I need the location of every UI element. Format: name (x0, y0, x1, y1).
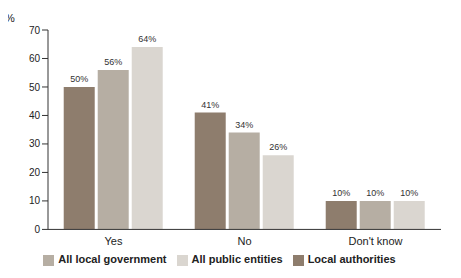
svg-text:64%: 64% (138, 34, 156, 44)
svg-text:56%: 56% (104, 57, 122, 67)
svg-text:60: 60 (29, 53, 41, 64)
svg-text:26%: 26% (269, 142, 287, 152)
svg-text:50: 50 (29, 82, 41, 93)
svg-text:10: 10 (29, 195, 41, 206)
svg-text:34%: 34% (235, 120, 253, 130)
svg-text:10%: 10% (366, 188, 384, 198)
html-text:Local authorities: Local authorities (307, 253, 396, 266)
svg-text:40: 40 (29, 110, 41, 121)
html-text:All local government: All local government (58, 253, 167, 266)
svg-text:70: 70 (29, 25, 41, 36)
svg-text:No: No (237, 235, 251, 247)
svg-text:41%: 41% (201, 100, 219, 110)
svg-text:10%: 10% (332, 188, 350, 198)
svg-text:20: 20 (29, 167, 41, 178)
svg-text:50%: 50% (70, 74, 88, 84)
svg-text:10%: 10% (400, 188, 418, 198)
html-text:All public entities: All public entities (191, 253, 283, 266)
svg-text:%: % (8, 12, 15, 24)
svg-text:Yes: Yes (105, 235, 123, 247)
svg-text:30: 30 (29, 138, 41, 149)
svg-text:Don't know: Don't know (348, 235, 402, 247)
svg-text:0: 0 (34, 224, 40, 235)
